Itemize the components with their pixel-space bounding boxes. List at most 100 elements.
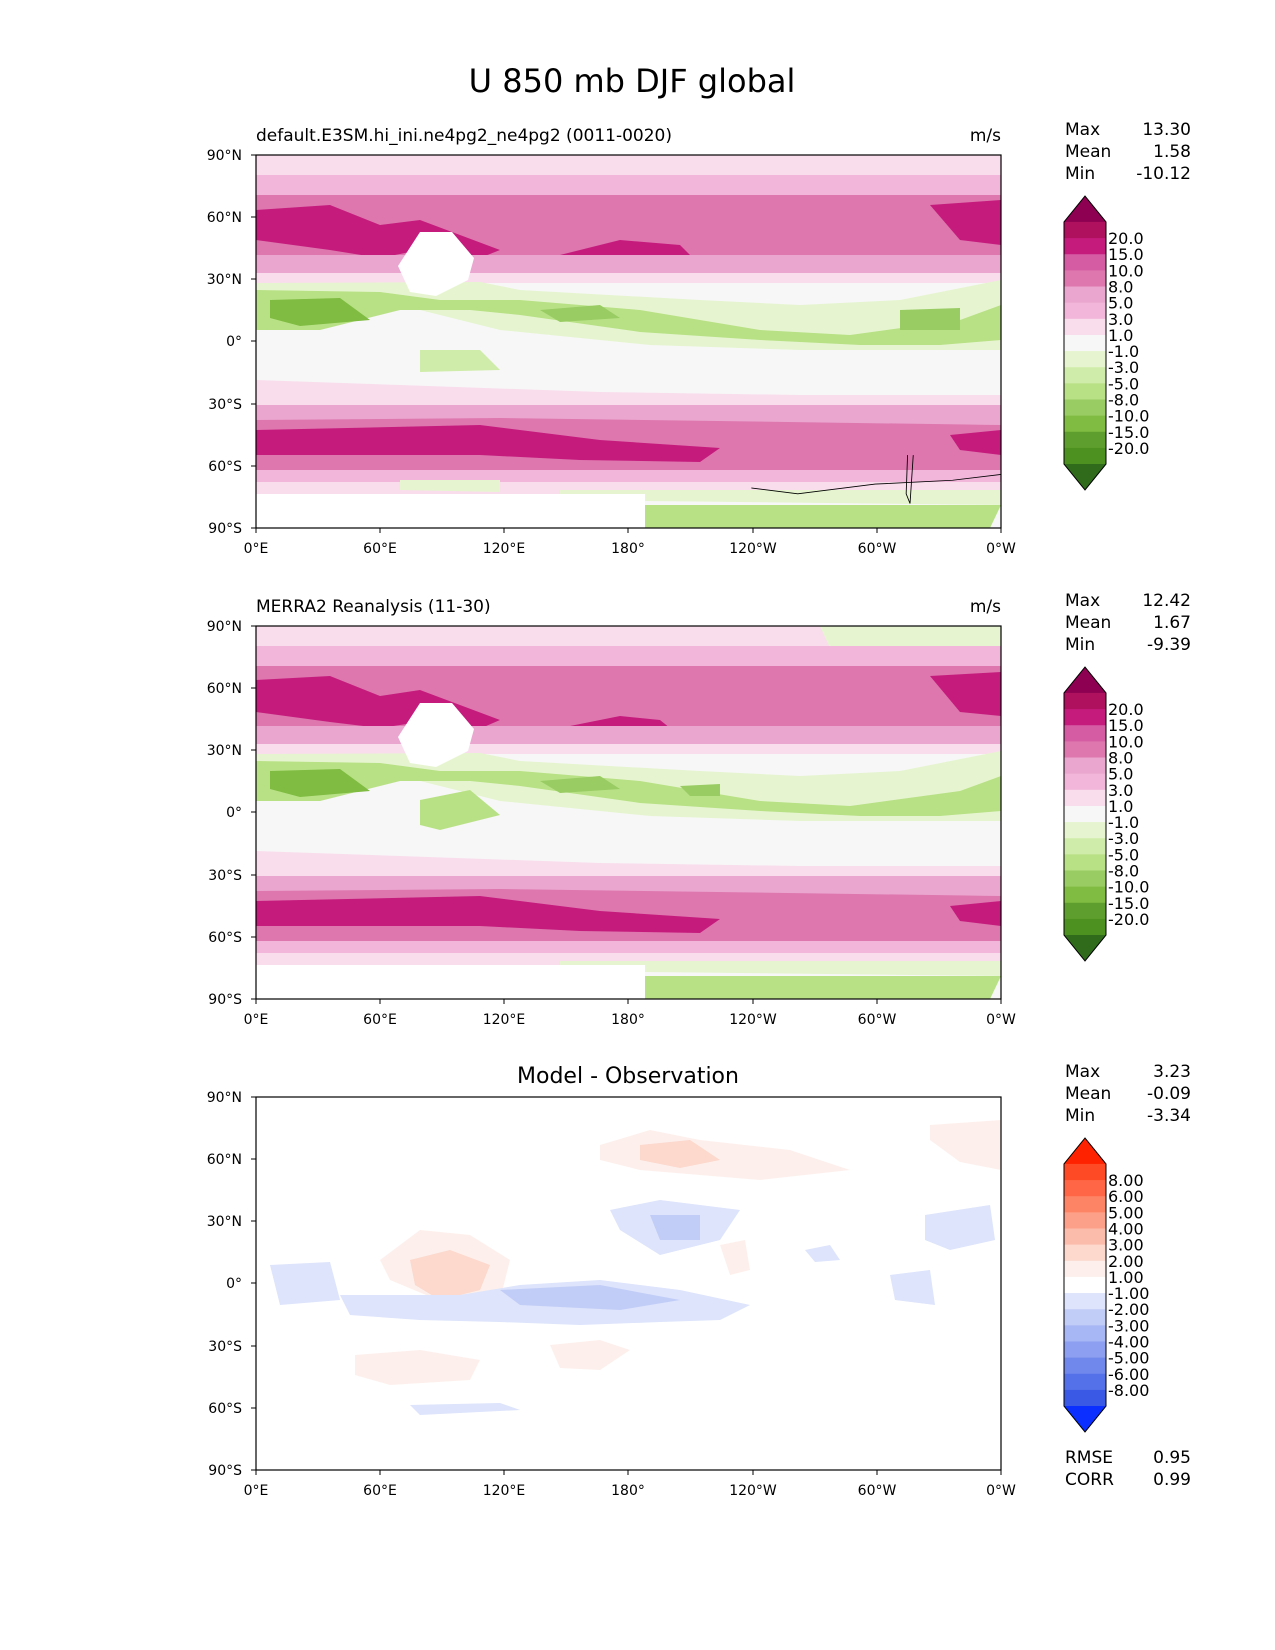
colorbar-cell [1064,367,1106,384]
colorbar-tick-label: -5.0 [1108,374,1139,393]
colorbar-tick-label: -1.00 [1108,1284,1149,1303]
panel-units: m/s [970,597,1001,617]
lat-tick-label: 60°S [208,930,242,946]
colorbar-cell [1064,757,1106,775]
colorbar-cell [1064,238,1106,255]
stats-obs: Max 12.42 Mean 1.67 Min -9.39 [1065,591,1191,655]
colorbar-tick-label: -6.00 [1108,1365,1149,1384]
colorbar-tick-label: 10.0 [1108,261,1144,280]
lat-tick-label: 60°N [207,210,242,226]
lon-tick-label: 0°W [986,1012,1016,1028]
colorbar-tick-label: -1.0 [1108,813,1139,832]
colorbar-cell [1064,415,1106,433]
colorbar-extend-min [1064,1406,1106,1432]
colorbar-cell [1064,741,1106,759]
lon-ticks-diff: 0°E 60°E 120°E 180° 120°W 60°W 0°W [244,1470,1016,1499]
colorbar-cell [1064,854,1106,871]
colorbar-cell [1064,318,1106,336]
lon-tick-label: 120°W [729,541,777,557]
colorbar-tick-label: -15.0 [1108,894,1149,913]
colorbar-cell [1064,1309,1106,1326]
colorbar-tick-label: -3.0 [1108,358,1139,377]
colorbar-tick-label: 8.00 [1108,1171,1144,1190]
colorbar-cell [1064,1212,1106,1230]
colorbar-extend-min [1064,464,1106,490]
colorbar-cell [1064,1163,1106,1181]
lon-tick-label: 60°E [363,541,397,557]
lat-tick-label: 30°N [207,743,242,759]
colorbar-tick-label: -15.0 [1108,423,1149,442]
corr-value: 0.99 [1153,1470,1191,1490]
extra-stats-diff: RMSE 0.95 CORR 0.99 [1065,1448,1191,1490]
lat-tick-label: 30°S [208,397,242,413]
lat-tick-label: 60°N [207,1152,242,1168]
colorbar-cell [1064,805,1106,823]
stat-value: -10.12 [1136,164,1191,184]
lon-tick-label: 120°W [729,1012,777,1028]
panel-units: m/s [970,126,1001,146]
panel-diff: 90°N 60°N 30°N 0° 30°S 60°S 90°S 0°E 60°… [207,1062,1191,1499]
colorbar-cell [1064,302,1106,320]
colorbar-tick-label: 4.00 [1108,1220,1144,1239]
lon-tick-label: 180° [611,1012,645,1028]
colorbar-tick-label: -8.0 [1108,390,1139,409]
stats-model: Max 13.30 Mean 1.58 Min -10.12 [1065,120,1191,184]
colorbar-cell [1064,383,1106,400]
colorbar-diff: 8.006.005.004.003.002.001.00-1.00-2.00-3… [1063,1137,1149,1433]
colorbar-cell [1064,692,1106,710]
lat-tick-label: 90°N [207,619,242,635]
colorbar-tick-label: 15.0 [1108,245,1144,264]
colorbar-cell [1064,351,1106,368]
panel-left-title: MERRA2 Reanalysis (11-30) [256,597,491,617]
stat-value: -3.34 [1147,1106,1191,1126]
lon-tick-label: 180° [611,541,645,557]
stat-label: Mean [1065,1084,1111,1104]
stat-label: Min [1065,164,1095,184]
lat-ticks-diff: 90°N 60°N 30°N 0° 30°S 60°S 90°S [207,1090,256,1479]
map-field-obs [256,626,1001,999]
colorbar-cell [1064,221,1106,239]
panel-center-title: Model - Observation [517,1064,739,1089]
lon-tick-label: 60°W [858,1483,897,1499]
colorbar-tick-label: -3.00 [1108,1316,1149,1335]
lat-tick-label: 30°N [207,1214,242,1230]
colorbar-tick-label: -1.0 [1108,342,1139,361]
colorbar-cell [1064,1196,1106,1213]
colorbar-cell [1064,1228,1106,1246]
lon-tick-label: 60°W [858,1012,897,1028]
colorbar-cell [1064,886,1106,904]
stat-label: Max [1065,1062,1100,1082]
colorbar-cell [1064,1389,1106,1407]
colorbar-tick-label: 5.00 [1108,1203,1144,1222]
lat-ticks-model: 90°N 60°N 30°N 0° 30°S 60°S 90°S [207,148,256,537]
colorbar-cell [1064,1325,1106,1342]
stat-label: Mean [1065,613,1111,633]
colorbar-cell [1064,447,1106,465]
map-field-model [256,155,1001,528]
lon-tick-label: 120°W [729,1483,777,1499]
stat-label: Min [1065,1106,1095,1126]
colorbar-tick-label: -20.0 [1108,910,1149,929]
colorbar-cell [1064,870,1106,888]
stat-value: 3.23 [1153,1062,1191,1082]
colorbar-tick-label: 15.0 [1108,716,1144,735]
colorbar-cell [1064,1357,1106,1375]
lon-tick-label: 180° [611,1483,645,1499]
stats-diff: Max 3.23 Mean -0.09 Min -3.34 [1065,1062,1191,1126]
colorbar-tick-label: -4.00 [1108,1332,1149,1351]
colorbar-tick-label: -10.0 [1108,407,1149,426]
lat-tick-label: 90°S [208,1463,242,1479]
lat-tick-label: 60°N [207,681,242,697]
colorbar-cell [1064,1373,1106,1391]
stat-label: Min [1065,635,1095,655]
figure-title: U 850 mb DJF global [469,62,796,100]
colorbar-cell [1064,838,1106,855]
lon-tick-label: 0°E [244,1483,269,1499]
lat-tick-label: 60°S [208,1401,242,1417]
colorbar-extend-min [1064,935,1106,961]
colorbar-cell [1064,1341,1106,1359]
lat-tick-label: 60°S [208,459,242,475]
colorbar-cell [1064,431,1106,449]
colorbar-tick-label: -20.0 [1108,439,1149,458]
